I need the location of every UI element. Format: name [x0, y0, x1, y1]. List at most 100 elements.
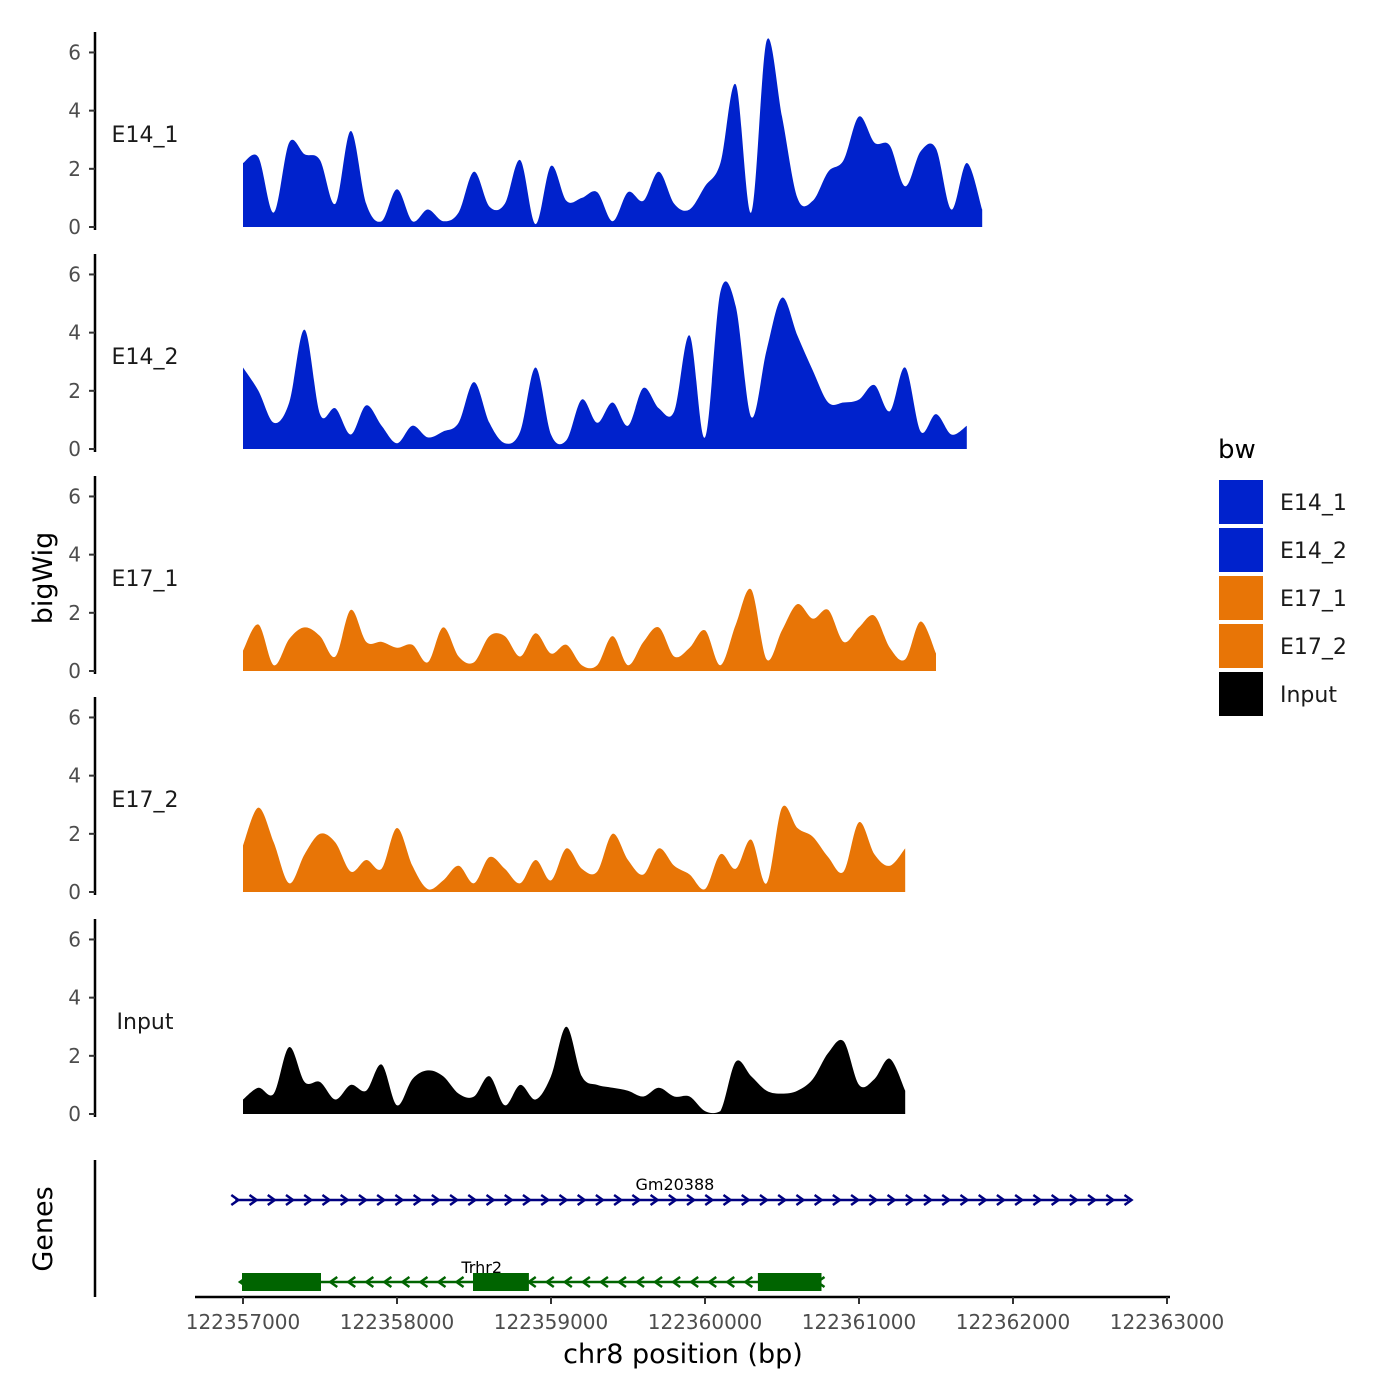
strand-arrow — [1069, 1193, 1079, 1207]
strand-arrow — [686, 1193, 697, 1207]
strand-arrow — [303, 1193, 314, 1207]
strand-arrow — [436, 1275, 447, 1289]
strand-arrow — [704, 1193, 715, 1207]
strand-arrow — [454, 1275, 465, 1289]
x-tick-label: 122358000 — [340, 1310, 455, 1334]
strand-arrow — [467, 1193, 478, 1207]
coverage-area-Input — [243, 1026, 906, 1114]
strand-arrow — [905, 1193, 915, 1207]
track-panel-E14_2: 0 2 4 6 E14_2 — [68, 254, 967, 461]
strand-arrow — [959, 1193, 970, 1207]
track-label-E14_1: E14_1 — [112, 123, 179, 148]
y-tick-label: 2 — [68, 1044, 81, 1068]
y-tick-label: 0 — [68, 437, 81, 461]
strand-arrow — [941, 1193, 952, 1207]
coverage-area-E17_1 — [243, 588, 936, 671]
legend-label: Input — [1280, 683, 1337, 708]
track-label-Input: Input — [117, 1010, 174, 1035]
legend-swatch — [1219, 624, 1263, 668]
x-tick-label: 122359000 — [494, 1310, 609, 1334]
strand-arrow — [689, 1275, 699, 1289]
legend-entry-E14_1: E14_1 — [1219, 480, 1347, 524]
legend-swatch — [1219, 672, 1263, 716]
strand-arrow — [1123, 1193, 1134, 1207]
x-tick-label: 122361000 — [802, 1310, 917, 1334]
track-label-E14_2: E14_2 — [112, 345, 179, 370]
strand-arrow — [850, 1193, 861, 1207]
exon — [473, 1273, 529, 1291]
strand-arrow — [418, 1275, 429, 1289]
strand-arrow — [230, 1193, 241, 1207]
y-tick-label: 0 — [68, 659, 81, 683]
strand-arrow — [649, 1193, 660, 1207]
strand-arrow — [740, 1193, 751, 1207]
strand-arrow — [631, 1193, 642, 1207]
strand-arrow — [358, 1193, 369, 1207]
strand-arrow — [522, 1193, 533, 1207]
strand-arrow — [540, 1193, 551, 1207]
x-tick-label: 122363000 — [1110, 1310, 1225, 1334]
y-tick-label: 6 — [68, 705, 81, 729]
y-tick-label: 0 — [68, 215, 81, 239]
legend-entry-E14_2: E14_2 — [1219, 528, 1347, 572]
x-axis: 122357000 122358000 122359000 122360000 1223… — [186, 1295, 1225, 1334]
gene-panel: Gm20388 Trhr2 — [93, 1160, 1134, 1297]
strand-arrow — [670, 1275, 681, 1289]
strand-arrow — [339, 1193, 350, 1207]
strand-arrow — [504, 1193, 514, 1207]
strand-arrow — [449, 1193, 460, 1207]
strand-arrow — [868, 1193, 879, 1207]
legend-entry-E17_2: E17_2 — [1219, 624, 1347, 668]
y-tick-label: 6 — [68, 262, 81, 286]
legend-swatch — [1219, 576, 1263, 620]
strand-arrow — [412, 1193, 423, 1207]
strand-arrow — [1087, 1193, 1098, 1207]
track-panel-E14_1: 0 2 4 6 E14_1 — [68, 32, 983, 239]
strand-arrow — [562, 1275, 573, 1289]
legend-swatch — [1219, 528, 1263, 572]
x-axis-title: chr8 position (bp) — [563, 1339, 803, 1370]
legend-title: bw — [1218, 435, 1256, 465]
y-tick-label: 6 — [68, 484, 81, 508]
coverage-area-E14_2 — [243, 281, 967, 449]
strand-arrow — [1032, 1193, 1043, 1207]
strand-arrow — [634, 1275, 645, 1289]
gene-Trhr2: Trhr2 — [237, 1258, 826, 1291]
strand-arrow — [613, 1193, 624, 1207]
legend-swatch — [1219, 480, 1263, 524]
strand-arrow — [394, 1193, 405, 1207]
y-axis-title-group: bigWig Genes — [28, 532, 59, 1272]
strand-arrow — [321, 1193, 332, 1207]
legend: bw E14_1 E14_2 E17_1 E17_2 Input — [1218, 435, 1347, 716]
track-panel-E17_2: 0 2 4 6 E17_2 — [68, 697, 906, 904]
x-tick-label: 122362000 — [956, 1310, 1071, 1334]
strand-arrow — [267, 1193, 277, 1207]
legend-label: E17_1 — [1280, 587, 1347, 612]
strand-arrow — [668, 1193, 678, 1207]
strand-arrow — [1014, 1193, 1025, 1207]
y-axis-title: bigWig — [28, 532, 59, 625]
gene-Gm20388: Gm20388 — [230, 1175, 1134, 1207]
track-label-E17_2: E17_2 — [112, 788, 179, 813]
legend-entry-E17_1: E17_1 — [1219, 576, 1347, 620]
y-tick-label: 2 — [68, 822, 81, 846]
exon — [757, 1273, 822, 1291]
strand-arrow — [777, 1193, 788, 1207]
strand-arrow — [1105, 1193, 1116, 1207]
strand-arrow — [595, 1193, 606, 1207]
strand-arrow — [813, 1193, 824, 1207]
y-tick-label: 2 — [68, 157, 81, 181]
strand-arrow — [977, 1193, 988, 1207]
strand-arrow — [431, 1193, 441, 1207]
strand-arrow — [886, 1193, 897, 1207]
track-panel-Input: 0 2 4 6 Input — [68, 919, 906, 1126]
y-tick-label: 6 — [68, 927, 81, 951]
strand-arrow — [725, 1275, 735, 1289]
strand-arrow — [328, 1275, 338, 1289]
strand-arrow — [923, 1193, 934, 1207]
strand-arrow — [832, 1193, 842, 1207]
y-tick-label: 4 — [68, 321, 81, 345]
legend-label: E14_1 — [1280, 491, 1347, 516]
y-tick-label: 6 — [68, 40, 81, 64]
